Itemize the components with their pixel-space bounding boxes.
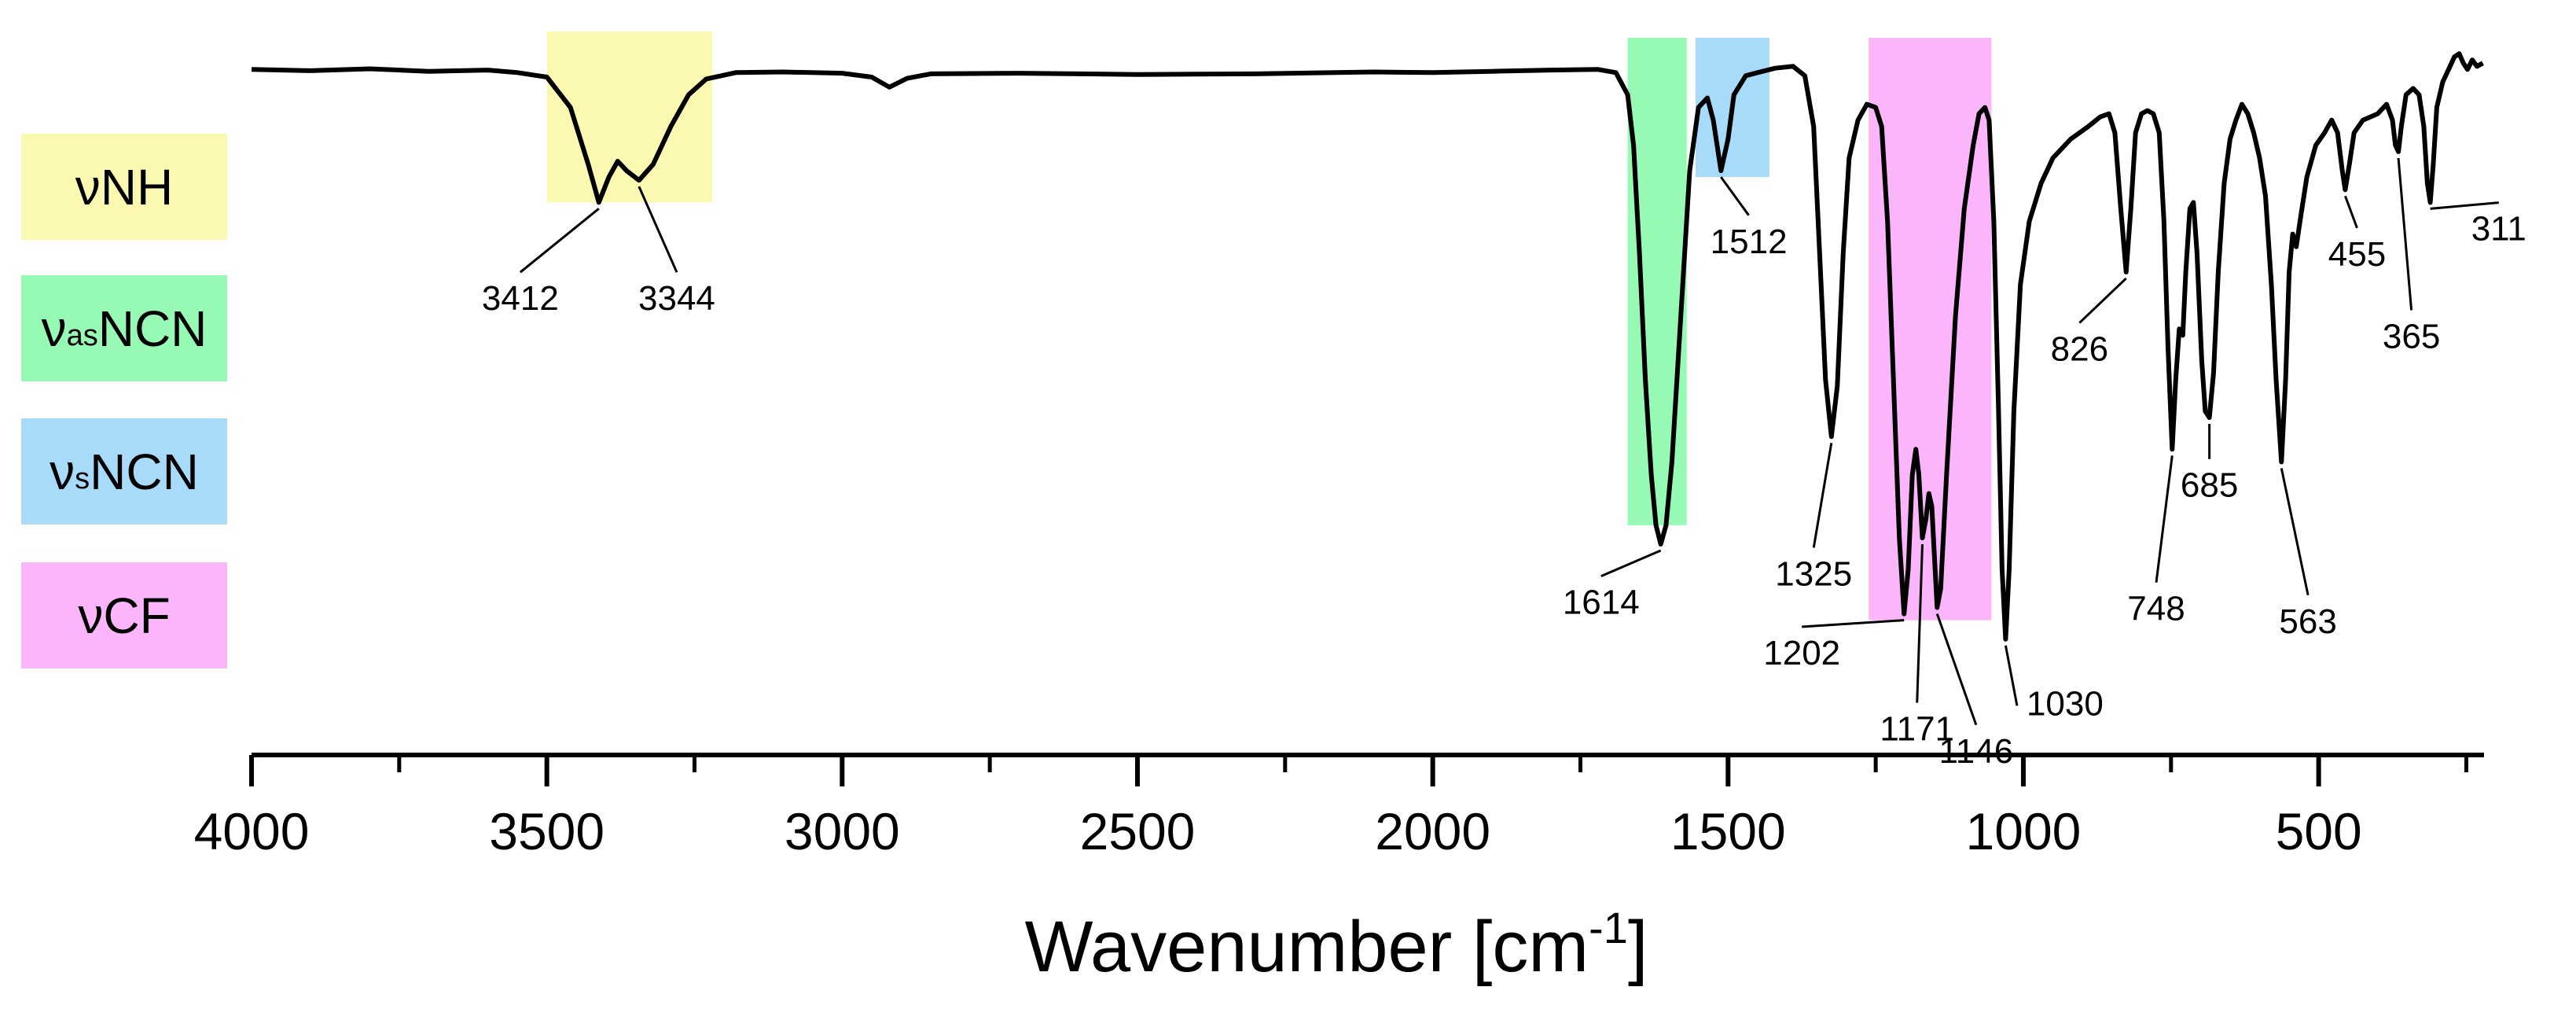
legend-item-as: ν as NCN: [21, 275, 227, 381]
peak-label-1512: 1512: [1711, 223, 1788, 261]
peak-leader-1202: [1802, 619, 1905, 628]
peak-label-365: 365: [2383, 318, 2440, 356]
peak-label-3412: 3412: [482, 279, 559, 318]
peak-leader-1512: [1720, 176, 1750, 216]
x-axis-label: Wavenumber [cm-1]: [1025, 903, 1648, 987]
peak-leader-455: [2344, 195, 2358, 229]
legend-nu-symbol: ν: [41, 300, 67, 357]
peak-label-1614: 1614: [1563, 584, 1640, 622]
peak-label-1030: 1030: [2027, 684, 2104, 723]
legend-item-nh: ν NH: [21, 134, 227, 240]
peak-label-1171: 1171: [1880, 710, 1954, 749]
peak-leader-1171: [1916, 543, 1924, 703]
peak-leader-1325: [1812, 442, 1833, 548]
x-tick-label-1500: 1500: [1670, 802, 1786, 860]
legend-text: NCN: [97, 300, 208, 357]
peak-label-1202: 1202: [1763, 634, 1840, 672]
legend-item-cf: ν CF: [21, 562, 227, 668]
peak-leader-365: [2397, 157, 2413, 311]
legend-text: CF: [103, 587, 171, 644]
legend-item-s: ν s NCN: [21, 418, 227, 525]
band-as: [1627, 38, 1687, 525]
x-tick-label-3000: 3000: [785, 802, 900, 860]
legend-subscript: s: [75, 462, 90, 495]
peak-label-311: 311: [2471, 210, 2526, 249]
peak-label-685: 685: [2181, 466, 2238, 505]
peak-leader-1030: [2004, 645, 2019, 706]
peak-leader-826: [2078, 277, 2127, 324]
peak-leader-1146: [1935, 613, 1978, 726]
band-cf: [1869, 38, 1992, 620]
x-tick-label-1000: 1000: [1966, 802, 2082, 860]
spectrum-line: [251, 51, 2484, 642]
peak-leader-1614: [1600, 549, 1662, 577]
peak-label-1325: 1325: [1775, 554, 1852, 593]
legend-nu-symbol: ν: [50, 443, 75, 500]
legend-text: NH: [100, 158, 174, 215]
legend-nu-symbol: ν: [78, 587, 104, 644]
peak-leader-3412: [519, 208, 600, 274]
x-tick-label-2000: 2000: [1375, 802, 1490, 860]
x-tick-label-2500: 2500: [1080, 802, 1196, 860]
peak-label-3344: 3344: [638, 279, 715, 318]
peak-leader-311: [2430, 201, 2499, 210]
peak-leader-3344: [638, 186, 678, 273]
legend-subscript: as: [66, 319, 98, 352]
peak-label-455: 455: [2328, 235, 2386, 274]
x-tick-label-4000: 4000: [194, 802, 310, 860]
peak-label-826: 826: [2051, 330, 2108, 369]
legend-text: NCN: [90, 443, 199, 500]
peak-leader-748: [2155, 455, 2174, 583]
peak-leader-563: [2280, 468, 2310, 596]
peak-label-748: 748: [2127, 590, 2185, 628]
x-tick-label-500: 500: [2276, 802, 2362, 860]
peak-label-563: 563: [2279, 602, 2336, 641]
peak-label-1146: 1146: [1939, 732, 2014, 771]
x-tick-label-3500: 3500: [489, 802, 604, 860]
legend-nu-symbol: ν: [75, 158, 101, 215]
